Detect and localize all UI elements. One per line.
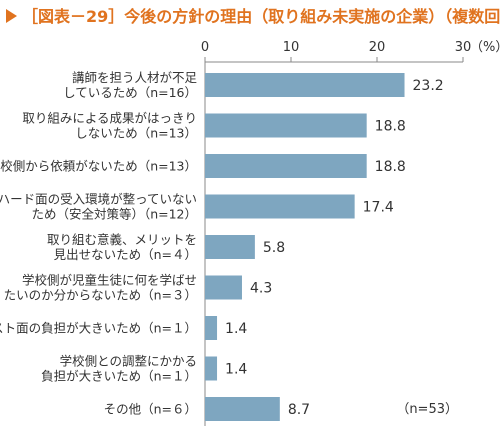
x-axis-tick-label: 30 [455,40,472,55]
category-label-line: 学校側が児童生徒に何を学ばせ [22,273,197,288]
category-label-line: しないため（n=13） [75,126,197,141]
bar [205,235,255,259]
category-label-line: たいのか分からないため（n=３） [4,288,197,303]
category-label-line: 取り組む意義、メリットを [47,232,197,247]
x-axis-unit-label: （%） [470,40,500,55]
category-label-line: 負担が大きいため（n=１） [41,369,197,384]
bar [205,316,218,340]
category-label: 講師を担う人材が不足しているため（n=16） [63,70,197,100]
category-label: 取り組みによる成果がはっきりしないため（n=13） [22,111,197,141]
bar [205,154,367,178]
x-axis-tick-label: 0 [201,40,209,55]
category-label-line: 学校側との調整にかかる [60,354,197,369]
category-label: その他（n=６） [104,402,197,417]
bar-value-label: 4.3 [250,281,272,297]
bar [205,275,242,300]
category-label: ハード面の受入環境が整っていないため（安全対策等）（n=12） [0,192,197,222]
x-axis-tick-labels: 0 10 20 30 [201,40,471,55]
bar-value-label: 1.4 [225,362,247,378]
bar [205,73,405,97]
category-label-line: ハード面の受入環境が整っていない [0,192,197,207]
x-axis: 0 10 20 30 （%） [201,40,500,63]
bars [205,73,405,421]
chart-title-prefix: ［図表－29］ [22,7,124,26]
bar-value-label: 18.8 [375,159,406,175]
category-label-line: ため（安全対策等）（n=12） [31,207,197,222]
category-label: 取り組む意義、メリットを見出せないため（n=４） [47,232,197,262]
category-label: 学校側が児童生徒に何を学ばせたいのか分からないため（n=３） [4,273,197,303]
bar [205,113,367,138]
category-label-line: 講師を担う人材が不足 [72,70,198,85]
bar-value-label: 1.4 [225,321,247,337]
category-label-line: 学校側から依頼がないため（n=13） [0,159,197,174]
chart-title-main: 今後の方針の理由（取り組み未実施の企業）（複数回答） [123,7,500,26]
bar [205,397,280,421]
sample-size-note: （n=53） [396,402,458,417]
category-label-line: 取り組みによる成果がはっきり [22,111,197,126]
category-labels: 講師を担う人材が不足しているため（n=16） 取り組みによる成果がはっきりしないた… [0,70,197,417]
bar [205,194,355,219]
x-axis-tick-label: 10 [283,40,300,55]
bar-value-label: 5.8 [263,240,285,256]
category-label: 学校側から依頼がないため（n=13） [0,159,197,174]
bar-value-label: 8.7 [288,402,310,418]
chart-title-group: ［図表－29］今後の方針の理由（取り組み未実施の企業）（複数回答） [6,7,500,26]
bar-value-label: 18.8 [375,119,406,135]
category-label-line: 見出せないため（n=４） [54,247,197,262]
category-label-line: しているため（n=16） [63,85,197,100]
value-labels: 23.2 18.8 18.8 17.4 5.8 4.3 1.4 1.4 8.7 [225,78,444,418]
category-label: 学校側との調整にかかる負担が大きいため（n=１） [41,354,197,384]
chart-title: ［図表－29］今後の方針の理由（取り組み未実施の企業）（複数回答） [22,7,500,26]
triangle-right-icon [6,9,17,23]
bar [205,356,218,381]
category-label: コスト面の負担が大きいため（n=１） [0,321,197,336]
x-axis-tick-label: 20 [369,40,386,55]
bar-value-label: 17.4 [363,200,394,216]
x-axis-tick-marks [204,57,464,62]
category-label-line: コスト面の負担が大きいため（n=１） [0,321,197,336]
bar-value-label: 23.2 [413,78,444,94]
category-label-line: その他（n=６） [104,402,197,417]
